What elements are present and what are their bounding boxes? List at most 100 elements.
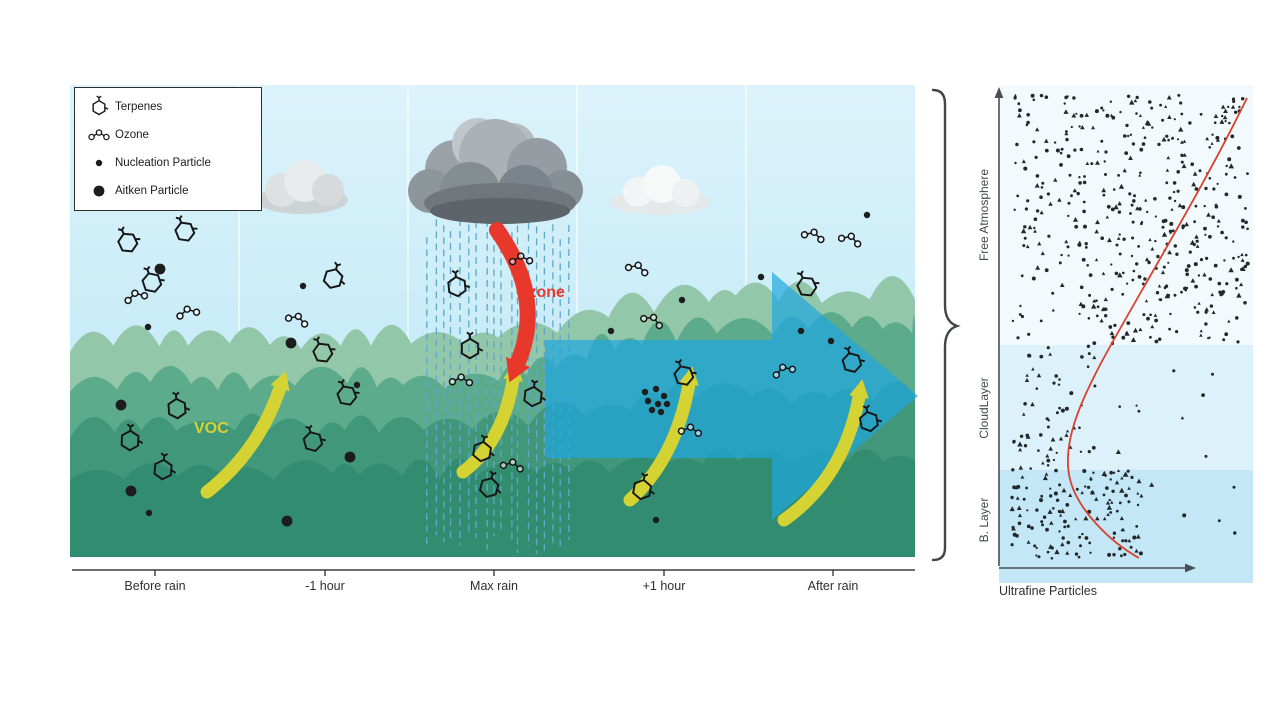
particle-dot <box>1129 212 1132 215</box>
particle-dot <box>1041 181 1045 185</box>
particle-dot <box>1086 365 1090 369</box>
particle-dot <box>1136 491 1140 495</box>
nucleation-particle-dot <box>827 337 835 345</box>
particle-dot <box>1035 508 1039 512</box>
particle-dot <box>1117 201 1122 206</box>
particle-dot <box>1135 262 1139 266</box>
particle-dot <box>1153 197 1157 201</box>
particle-dot <box>1166 293 1171 298</box>
ozone-arrow-head <box>506 356 530 383</box>
particle-dot <box>1195 244 1200 248</box>
particle-dot <box>1243 301 1247 305</box>
particle-dot <box>1154 239 1157 243</box>
particle-dot <box>1060 508 1066 514</box>
particle-dot <box>1012 440 1016 444</box>
particle-dot <box>1103 297 1108 302</box>
particle-dot <box>1227 319 1231 323</box>
particle-dot <box>1013 93 1017 97</box>
particle-dot <box>1104 314 1108 318</box>
particle-dot <box>1064 433 1069 437</box>
particle-dot <box>1048 201 1053 206</box>
nucleation-particle-dot <box>145 509 153 517</box>
particle-dot <box>1124 493 1128 498</box>
particle-dot <box>1079 147 1084 152</box>
particle-dot <box>1215 135 1220 140</box>
particle-dot <box>1171 229 1175 233</box>
particle-dot <box>1088 273 1093 277</box>
layer-band <box>999 85 1253 345</box>
particle-dot <box>1017 441 1023 447</box>
particle-dot <box>1124 539 1128 543</box>
particle-dot <box>1089 478 1093 481</box>
particle-dot <box>1033 544 1037 548</box>
particle-dot <box>1139 171 1142 175</box>
particle-dot <box>1015 496 1020 500</box>
particle-dot <box>1119 487 1125 493</box>
particle-dot <box>1063 525 1067 529</box>
particle-dot <box>1166 155 1171 160</box>
particle-dot <box>1167 250 1172 255</box>
particle-dot <box>1082 180 1087 185</box>
layer-label-free-atmosphere: Free Atmosphere <box>977 168 991 262</box>
particle-dot <box>1066 540 1071 545</box>
particle-dot <box>1112 471 1116 474</box>
particle-dot <box>1144 198 1148 202</box>
particle-dot <box>1122 168 1127 173</box>
particle-dot <box>1154 339 1159 344</box>
particle-dot <box>1044 268 1049 273</box>
particle-dot <box>1161 136 1167 142</box>
particle-dot <box>1035 265 1041 270</box>
particle-dot <box>1227 105 1230 109</box>
particle-dot <box>1039 354 1044 359</box>
particle-dot <box>1020 314 1024 319</box>
nucleation-particle-dot <box>757 273 765 281</box>
particle-dot <box>1143 136 1147 139</box>
voc-arrow-head <box>270 371 290 392</box>
particle-dot <box>1117 174 1120 177</box>
particle-dot <box>1131 236 1135 240</box>
particle-dot <box>1147 260 1151 265</box>
particle-dot <box>1246 172 1249 176</box>
particle-dot <box>1046 464 1050 467</box>
particle-dot <box>1080 490 1084 495</box>
particle-dot <box>1118 547 1122 551</box>
forest-layer <box>70 448 915 557</box>
particle-dot <box>1232 485 1236 489</box>
aitken-particle-dot <box>115 399 127 411</box>
particle-dot <box>1086 344 1091 348</box>
particle-dot <box>1082 469 1087 473</box>
particle-dot <box>1016 336 1020 340</box>
particle-dot <box>1118 501 1122 505</box>
particle-dot <box>1232 256 1235 260</box>
particle-dot <box>1225 282 1229 286</box>
particle-dot <box>1177 93 1181 97</box>
particle-dot <box>1243 264 1248 269</box>
particle-dot <box>1060 147 1064 151</box>
particle-dot <box>1084 485 1087 488</box>
particle-dot <box>1162 265 1166 269</box>
particle-dot <box>1102 493 1106 497</box>
voc-arrow-head <box>679 366 699 386</box>
particle-dot <box>1105 486 1109 490</box>
legend-label: Terpenes <box>115 101 163 113</box>
particle-dot <box>1123 552 1127 557</box>
particle-dot <box>1094 258 1099 262</box>
particle-dot <box>1154 318 1158 323</box>
particle-dot <box>1121 292 1125 296</box>
particle-dot <box>1089 551 1092 554</box>
particle-dot <box>1128 192 1132 196</box>
particle-dot <box>1175 252 1179 256</box>
particle-dot <box>1193 220 1196 224</box>
particle-dot <box>1148 100 1152 104</box>
particle-dot <box>1153 313 1158 317</box>
particle-dot <box>1078 181 1082 185</box>
particle-dot <box>1109 100 1113 103</box>
particle-dot <box>1040 494 1044 498</box>
particle-dot <box>1058 378 1061 381</box>
particle-dot <box>1126 282 1129 285</box>
aitken-particle-dot <box>281 515 293 527</box>
particle-dot <box>1204 186 1208 191</box>
particle-dot <box>1119 516 1124 521</box>
particle-dot <box>1027 332 1031 336</box>
particle-dot <box>1055 148 1060 153</box>
